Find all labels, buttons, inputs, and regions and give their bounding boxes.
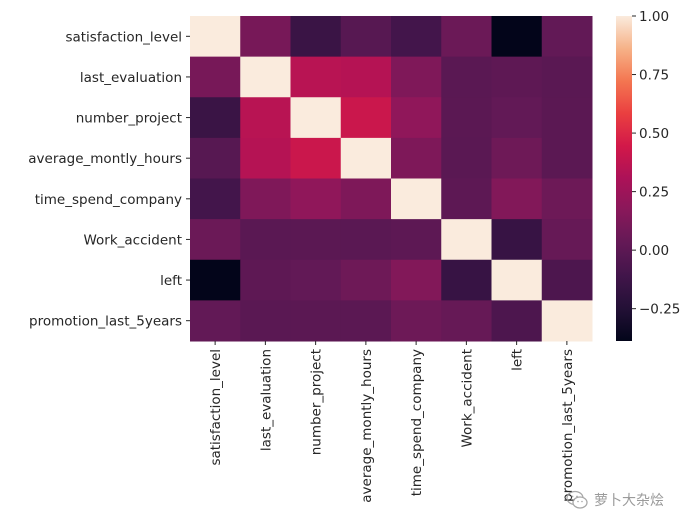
- wechat-icon: [566, 490, 588, 509]
- heatmap-cell: [340, 300, 392, 342]
- heatmap-cell: [491, 178, 543, 220]
- heatmap-cell: [441, 137, 492, 180]
- heatmap-cell: [491, 16, 543, 58]
- heatmap-cell: [240, 300, 291, 342]
- x-tick-label: last_evaluation: [258, 349, 274, 451]
- heatmap-cell: [190, 300, 241, 342]
- heatmap-cell: [290, 56, 342, 98]
- heatmap-cell: [541, 56, 593, 98]
- heatmap-cell: [491, 219, 543, 261]
- colorbar-tick-label: 1.00: [639, 9, 669, 25]
- heatmap-cell: [441, 219, 492, 261]
- heatmap-cell: [391, 219, 442, 261]
- heatmap-cell: [240, 219, 291, 261]
- heatmap-cell: [240, 137, 291, 180]
- y-tick-label: number_project: [76, 111, 182, 127]
- heatmap-cell: [391, 56, 442, 98]
- heatmap-cell: [290, 219, 342, 261]
- heatmap-cell: [391, 97, 442, 139]
- heatmap-cell: [391, 137, 442, 180]
- heatmap-cell: [240, 259, 291, 301]
- heatmap-cell: [340, 97, 392, 139]
- heatmap-cell: [340, 56, 392, 98]
- x-tick-label: left: [510, 349, 526, 371]
- x-tick-label: number_project: [309, 349, 325, 455]
- heatmap-cell: [290, 259, 342, 301]
- heatmap-cell: [491, 300, 543, 342]
- x-tick-label: promotion_last_5years: [560, 349, 576, 502]
- heatmap-cell: [441, 259, 492, 301]
- heatmap-cell: [391, 178, 442, 220]
- x-tick-label: satisfaction_level: [208, 349, 224, 466]
- y-tick-label: last_evaluation: [80, 70, 182, 86]
- y-tick-label: left: [160, 273, 182, 289]
- heatmap-cell: [391, 259, 442, 301]
- watermark: 萝卜大杂烩: [566, 490, 664, 510]
- x-axis: satisfaction_level last_evaluation number_…: [208, 341, 576, 503]
- heatmap-cell: [240, 97, 291, 139]
- heatmap-cell: [340, 259, 392, 301]
- heatmap-cell: [340, 137, 392, 180]
- colorbar-tick-label: 0.50: [639, 126, 669, 142]
- heatmap-cell: [491, 137, 543, 180]
- heatmap-cell: [290, 16, 342, 58]
- colorbar-ticks: 1.00 0.75 0.50 0.25 0.00 −0.25: [632, 9, 680, 318]
- heatmap-cell: [441, 97, 492, 139]
- heatmap-cell: [441, 16, 492, 58]
- heatmap-cell: [190, 219, 241, 261]
- heatmap-cell: [541, 300, 593, 342]
- x-tick-label: Work_accident: [459, 349, 475, 448]
- heatmap-cell: [441, 300, 492, 342]
- watermark-text: 萝卜大杂烩: [594, 493, 664, 509]
- heatmap-cell: [190, 259, 241, 301]
- heatmap-cell: [391, 16, 442, 58]
- heatmap-cell: [491, 259, 543, 301]
- heatmap-cell: [491, 97, 543, 139]
- heatmap-cell: [340, 16, 392, 58]
- heatmap-cell: [541, 259, 593, 301]
- heatmap-cell: [391, 300, 442, 342]
- colorbar-tick-label: −0.25: [639, 302, 680, 318]
- heatmap-cell: [541, 97, 593, 139]
- y-axis: satisfaction_level last_evaluation number_…: [28, 29, 190, 330]
- heatmap-cells: [190, 16, 593, 342]
- heatmap-cell: [541, 16, 593, 58]
- heatmap-cell: [290, 137, 342, 180]
- heatmap-cell: [541, 178, 593, 220]
- colorbar-tick-label: 0.75: [639, 68, 669, 84]
- colorbar: [616, 16, 632, 341]
- colorbar-tick-label: 0.00: [639, 243, 669, 259]
- heatmap-cell: [340, 219, 392, 261]
- x-tick-label: time_spend_company: [409, 349, 425, 496]
- heatmap-cell: [240, 178, 291, 220]
- y-tick-label: Work_accident: [83, 232, 182, 248]
- heatmap-cell: [541, 219, 593, 261]
- heatmap-cell: [190, 137, 241, 180]
- heatmap-cell: [290, 97, 342, 139]
- heatmap-cell: [240, 16, 291, 58]
- heatmap-cell: [190, 97, 241, 139]
- heatmap-cell: [491, 56, 543, 98]
- heatmap-cell: [190, 178, 241, 220]
- heatmap-cell: [290, 300, 342, 342]
- y-tick-label: satisfaction_level: [65, 29, 182, 45]
- colorbar-tick-label: 0.25: [639, 185, 669, 201]
- x-tick-label: average_montly_hours: [359, 349, 375, 503]
- y-tick-label: average_montly_hours: [28, 151, 182, 167]
- heatmap-cell: [190, 56, 241, 98]
- heatmap-cell: [290, 178, 342, 220]
- y-tick-label: promotion_last_5years: [29, 314, 182, 330]
- heatmap-cell: [340, 178, 392, 220]
- heatmap-cell: [190, 16, 241, 58]
- heatmap-cell: [541, 137, 593, 180]
- heatmap-cell: [441, 56, 492, 98]
- heatmap-cell: [240, 56, 291, 98]
- y-tick-label: time_spend_company: [35, 192, 182, 208]
- heatmap-cell: [441, 178, 492, 220]
